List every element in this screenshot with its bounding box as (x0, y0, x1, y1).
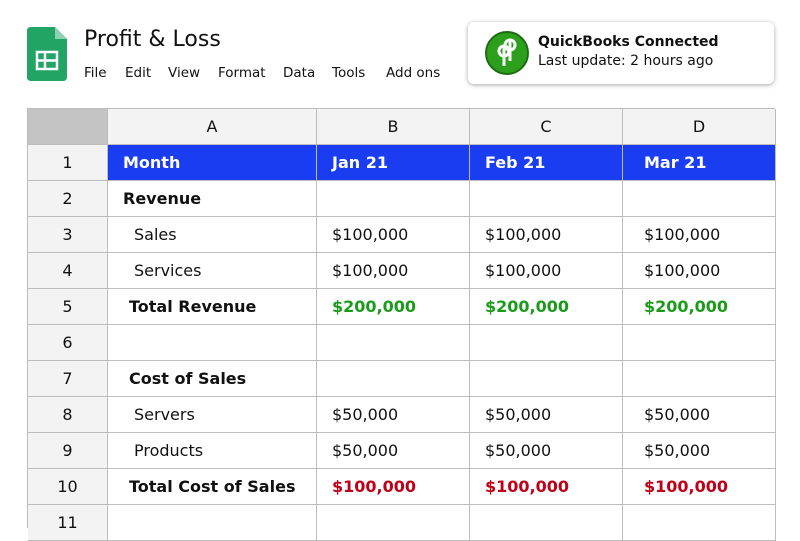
empty-cell[interactable] (470, 505, 623, 541)
row-header[interactable]: 8 (28, 397, 108, 433)
cell[interactable]: $100,000 (470, 469, 623, 505)
cell[interactable]: $100,000 (623, 469, 776, 505)
empty-cell[interactable] (470, 325, 623, 361)
cell[interactable]: $50,000 (470, 433, 623, 469)
cell[interactable]: Services (108, 253, 317, 289)
cell[interactable]: Total Cost of Sales (108, 469, 317, 505)
cell[interactable]: $50,000 (317, 397, 470, 433)
cell[interactable]: $200,000 (317, 289, 470, 325)
cell[interactable]: $50,000 (470, 397, 623, 433)
cell[interactable]: $50,000 (317, 433, 470, 469)
cell[interactable]: $100,000 (470, 217, 623, 253)
cell[interactable]: Total Revenue (108, 289, 317, 325)
cell[interactable]: $100,000 (623, 217, 776, 253)
empty-cell[interactable] (317, 181, 470, 217)
empty-cell[interactable] (108, 325, 317, 361)
cell[interactable]: $100,000 (470, 253, 623, 289)
row-header[interactable]: 4 (28, 253, 108, 289)
empty-cell[interactable] (317, 325, 470, 361)
notification-title: QuickBooks Connected (538, 34, 719, 50)
row-header[interactable]: 7 (28, 361, 108, 397)
menu-item[interactable]: Tools (332, 65, 366, 81)
menu-item[interactable]: Edit (125, 65, 152, 81)
empty-cell[interactable] (470, 361, 623, 397)
row-header[interactable]: 3 (28, 217, 108, 253)
notification: QuickBooks Connected Last update: 2 hour… (468, 22, 774, 84)
spreadsheet-grid: A B C D 1 Month Jan 21 Feb 21 Mar 21 2 Revenue 3 Sal… (27, 108, 776, 541)
cell[interactable]: $50,000 (623, 397, 776, 433)
row-header[interactable]: 9 (28, 433, 108, 469)
empty-cell[interactable] (470, 181, 623, 217)
cell[interactable]: Mar 21 (623, 145, 776, 181)
empty-cell[interactable] (623, 325, 776, 361)
corner-cell (28, 109, 108, 145)
menu-item[interactable]: File (84, 65, 107, 81)
cell[interactable]: Servers (108, 397, 317, 433)
cell[interactable]: $200,000 (470, 289, 623, 325)
document-title: Profit & Loss (84, 27, 221, 52)
row-header[interactable]: 5 (28, 289, 108, 325)
row-header[interactable]: 10 (28, 469, 108, 505)
cell[interactable]: $100,000 (317, 253, 470, 289)
menu-item[interactable]: Data (283, 65, 316, 81)
cell[interactable]: Products (108, 433, 317, 469)
menu-item[interactable]: Add ons (386, 65, 441, 81)
row-header[interactable]: 1 (28, 145, 108, 181)
row-header[interactable]: 11 (28, 505, 108, 541)
notification-subtitle: Last update: 2 hours ago (538, 53, 714, 69)
cell[interactable]: $100,000 (623, 253, 776, 289)
empty-cell[interactable] (623, 505, 776, 541)
empty-cell[interactable] (317, 361, 470, 397)
column-header[interactable]: A (108, 109, 317, 145)
row-header[interactable]: 2 (28, 181, 108, 217)
cell[interactable]: $200,000 (623, 289, 776, 325)
cell[interactable]: $100,000 (317, 217, 470, 253)
cell[interactable]: Revenue (108, 181, 317, 217)
cell[interactable]: $50,000 (623, 433, 776, 469)
empty-cell[interactable] (623, 361, 776, 397)
column-header[interactable]: D (623, 109, 776, 145)
empty-cell[interactable] (108, 505, 317, 541)
quickbooks-logo (485, 31, 529, 75)
cell[interactable]: Cost of Sales (108, 361, 317, 397)
cell[interactable]: Sales (108, 217, 317, 253)
column-header[interactable]: B (317, 109, 470, 145)
cell[interactable]: Month (108, 145, 317, 181)
cell[interactable]: $100,000 (317, 469, 470, 505)
row-header[interactable]: 6 (28, 325, 108, 361)
cell[interactable]: Feb 21 (470, 145, 623, 181)
menu-item[interactable]: View (168, 65, 201, 81)
sheets-icon (27, 27, 67, 81)
column-header[interactable]: C (470, 109, 623, 145)
menu-item[interactable]: Format (218, 65, 266, 81)
empty-cell[interactable] (623, 181, 776, 217)
page: Profit & Loss File Edit View Format Data Tool… (27, 22, 776, 541)
cell[interactable]: Jan 21 (317, 145, 470, 181)
empty-cell[interactable] (317, 505, 470, 541)
